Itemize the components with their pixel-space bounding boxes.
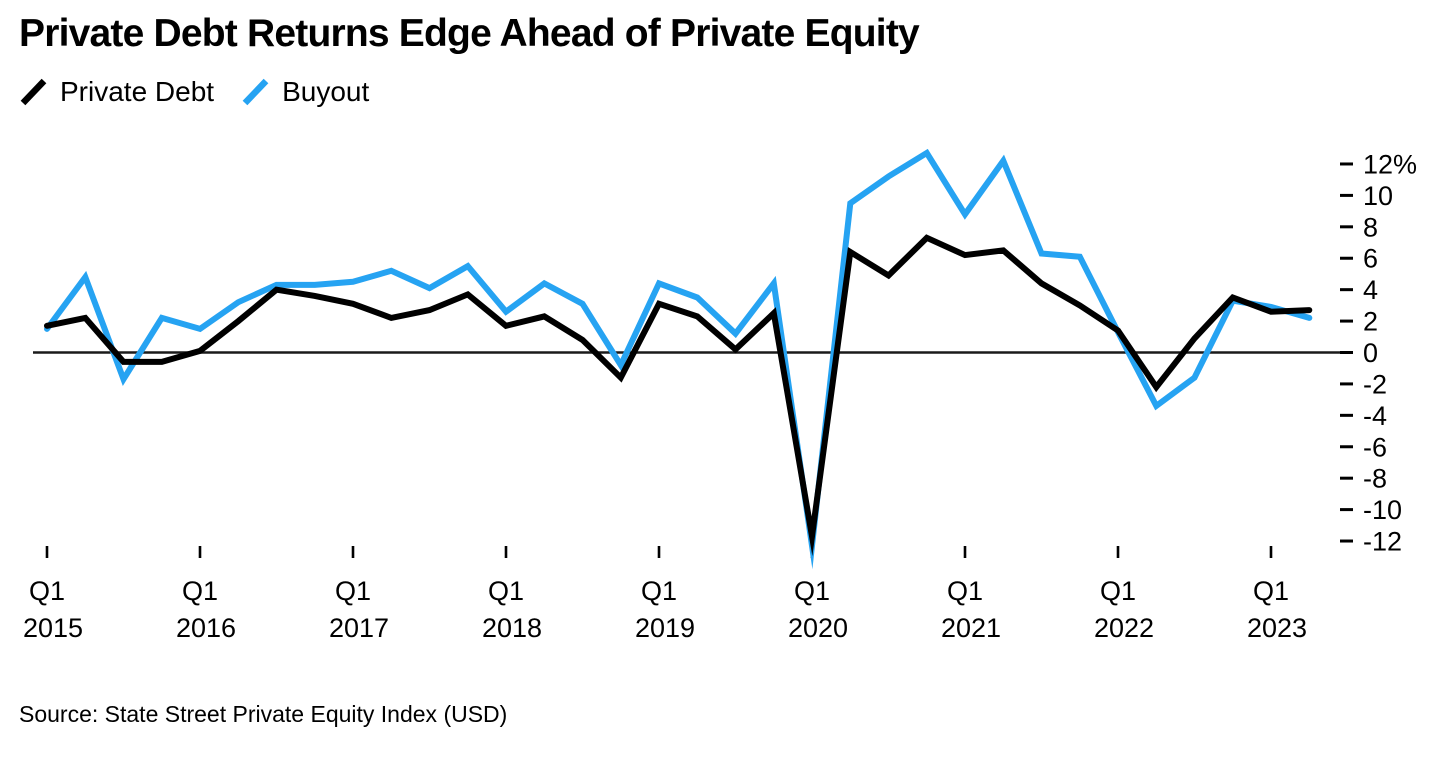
legend-item-buyout: Buyout — [241, 76, 369, 108]
y-tick-label: -10 — [1363, 495, 1402, 525]
x-tick-quarter-label: Q1 — [29, 576, 65, 606]
legend-label-private-debt: Private Debt — [60, 76, 215, 107]
x-tick-quarter-label: Q1 — [794, 576, 830, 606]
x-tick-quarter-label: Q1 — [488, 576, 524, 606]
y-tick-label: 10 — [1363, 181, 1393, 211]
chart-title: Private Debt Returns Edge Ahead of Priva… — [19, 12, 920, 55]
x-tick-year-label: 2016 — [176, 613, 236, 643]
x-tick-quarter-label: Q1 — [1253, 576, 1289, 606]
private-debt-line — [44, 234, 1313, 557]
source-note: Source: State Street Private Equity Inde… — [19, 701, 508, 727]
x-tick-year-label: 2022 — [1094, 613, 1154, 643]
legend-label-buyout: Buyout — [282, 76, 370, 107]
legend-item-private-debt: Private Debt — [19, 76, 214, 108]
y-tick-label: 4 — [1363, 275, 1378, 305]
x-tick-quarter-label: Q1 — [947, 576, 983, 606]
x-tick-year-label: 2023 — [1247, 613, 1307, 643]
private-debt-slash-icon — [20, 78, 47, 106]
y-tick-label: -2 — [1363, 369, 1387, 399]
y-tick-label: 12% — [1363, 149, 1417, 179]
x-tick-year-label: 2021 — [941, 613, 1001, 643]
x-tick-quarter-label: Q1 — [182, 576, 218, 606]
x-tick-year-label: 2019 — [635, 613, 695, 643]
x-tick-year-label: 2017 — [329, 613, 389, 643]
x-tick-year-label: 2018 — [482, 613, 542, 643]
x-tick-quarter-label: Q1 — [335, 576, 371, 606]
y-tick-label: 8 — [1363, 212, 1378, 242]
buyout-line — [44, 148, 1313, 570]
y-tick-label: -6 — [1363, 432, 1387, 462]
y-tick-label: -4 — [1363, 401, 1387, 431]
y-tick-label: 2 — [1363, 307, 1378, 337]
y-tick-label: 0 — [1363, 338, 1378, 368]
buyout-slash-icon — [242, 78, 269, 106]
x-tick-quarter-label: Q1 — [641, 576, 677, 606]
legend: Private Debt Buyout — [19, 76, 369, 108]
y-tick-label: -12 — [1363, 527, 1402, 557]
x-tick-year-label: 2015 — [23, 613, 83, 643]
y-tick-label: 6 — [1363, 244, 1378, 274]
x-tick-year-label: 2020 — [788, 613, 848, 643]
y-tick-label: -8 — [1363, 464, 1387, 494]
x-tick-quarter-label: Q1 — [1100, 576, 1136, 606]
